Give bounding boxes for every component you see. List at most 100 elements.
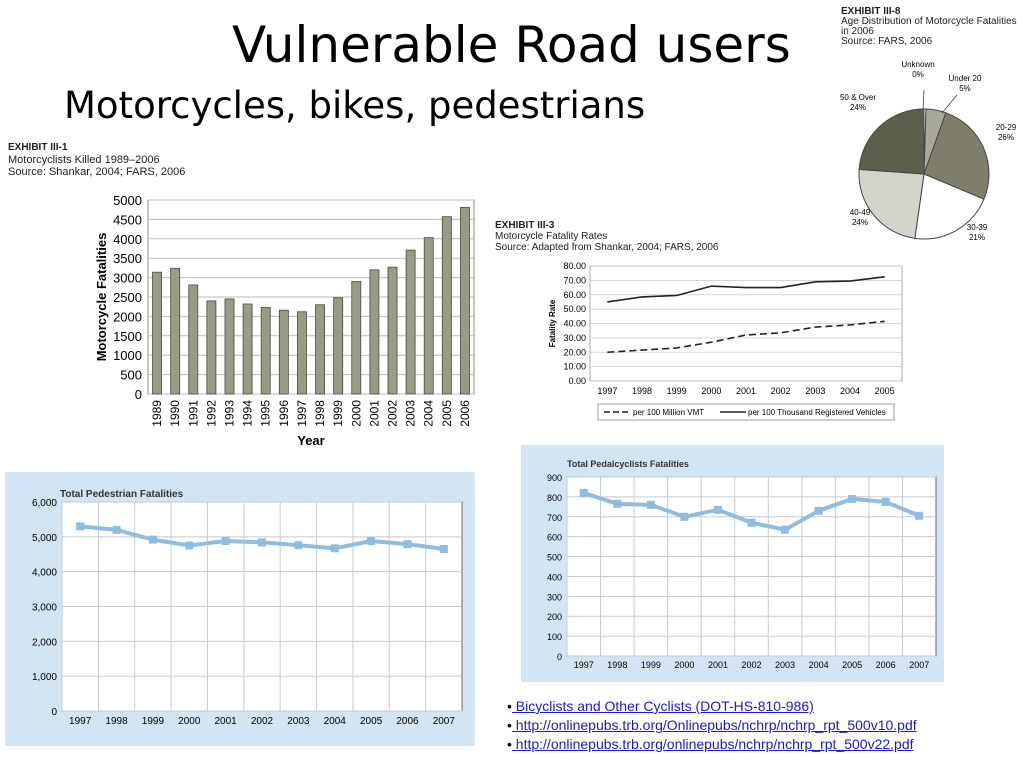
series-line [607, 320, 885, 354]
slice-label: 20-29 [996, 123, 1017, 132]
link-bicyclists-report[interactable]: Bicyclists and Other Cyclists (DOT-HS-81… [511, 698, 814, 714]
x-tick-label: 1992 [204, 400, 218, 427]
exhibit-line2: Source: Shankar, 2004; FARS, 2006 [8, 166, 186, 178]
x-tick-label: 2005 [842, 660, 862, 670]
x-tick-label: 2000 [349, 400, 363, 427]
link-item: • Bicyclists and Other Cyclists (DOT-HS-… [507, 697, 917, 716]
x-tick-label: 1999 [142, 716, 165, 727]
data-point [330, 544, 339, 553]
pedestrian-fatalities-chart: Total Pedestrian Fatalities 0 1,000 2,000 3,… [5, 472, 475, 746]
bar [460, 206, 470, 395]
chart-title: Total Pedestrian Fatalities [60, 489, 184, 500]
data-point [221, 537, 230, 546]
x-tick-label: 2007 [909, 660, 929, 670]
y-axis-label: Motorcycle Fatalities [94, 233, 109, 362]
x-tick-label: 1991 [186, 400, 200, 427]
data-point [915, 511, 924, 520]
x-tick-label: 1998 [607, 660, 627, 670]
series-line [607, 275, 885, 303]
slice-value: 26% [998, 133, 1014, 142]
x-tick-label: 1997 [69, 716, 92, 727]
y-tick-label: 700 [547, 513, 562, 523]
pie-slice [858, 168, 925, 239]
x-tick-label: 2005 [440, 400, 454, 427]
plot-area [566, 476, 937, 657]
x-tick-label: 2000 [674, 660, 694, 670]
bar [242, 303, 253, 395]
y-tick-label: 1500 [113, 329, 142, 344]
data-point [814, 506, 823, 515]
y-tick-label: 2500 [113, 290, 142, 305]
bar [315, 304, 325, 395]
exhibit-line1: Motorcyclists Killed 1989–2006 [8, 154, 160, 166]
data-point [439, 545, 448, 554]
data-point [781, 525, 790, 534]
legend-label: per 100 Million VMT [633, 408, 704, 417]
x-tick-label: 2000 [701, 386, 721, 396]
x-tick-label: 1989 [150, 400, 164, 427]
data-point [713, 505, 722, 514]
x-tick-label: 1999 [331, 400, 345, 427]
y-tick-label: 900 [547, 473, 562, 483]
x-tick-label: 2004 [840, 386, 860, 396]
y-tick-label: 800 [547, 493, 562, 503]
slice-label: 50 & Over [840, 93, 876, 102]
y-tick-label: 80.00 [563, 261, 586, 271]
slice-value: 5% [959, 84, 971, 93]
link-item: • http://onlinepubs.trb.org/onlinepubs/n… [507, 735, 917, 754]
data-point [403, 540, 412, 549]
bullet: • [507, 736, 512, 752]
slide-title: Vulnerable Road users [232, 16, 791, 74]
exhibit-line2: in 2006 [841, 26, 874, 37]
y-tick-label: 0 [135, 387, 142, 402]
y-tick-label: 500 [547, 553, 562, 563]
data-point [881, 497, 890, 506]
data-point [148, 535, 157, 544]
data-point [680, 512, 689, 521]
data-point [367, 537, 376, 546]
data-point [747, 518, 756, 527]
x-tick-label: 2004 [422, 400, 436, 427]
slice-label: Under 20 [949, 74, 982, 83]
y-tick-label: 70.00 [563, 275, 586, 285]
y-tick-label: 50.00 [563, 304, 586, 314]
x-tick-label: 1999 [667, 386, 687, 396]
exhibit-line1: Motorcycle Fatality Rates [495, 231, 608, 242]
link-nchrp-500v10[interactable]: http://onlinepubs.trb.org/Onlinepubs/nch… [511, 717, 917, 733]
x-tick-label: 2002 [251, 716, 274, 727]
bullet: • [507, 717, 512, 733]
x-tick-label: 1997 [597, 386, 617, 396]
x-tick-label: 1998 [105, 716, 128, 727]
slice-value: 21% [969, 233, 985, 242]
x-tick-label: 2006 [458, 400, 472, 427]
bar [206, 300, 217, 395]
bar [405, 249, 416, 395]
x-tick-label: 2000 [178, 716, 201, 727]
pedalcyclist-fatalities-chart: Total Pedalcyclists Fatalities 0 100 200 300… [521, 445, 944, 682]
bar [333, 297, 344, 395]
data-point [112, 525, 121, 534]
bar [369, 269, 380, 395]
slice-label: 40-49 [850, 208, 871, 217]
y-tick-label: 3500 [113, 251, 142, 266]
y-tick-label: 30.00 [563, 333, 586, 343]
exhibit-rates-caption: EXHIBIT III-3 Motorcycle Fatality Rates … [495, 220, 718, 253]
y-tick-label: 600 [547, 533, 562, 543]
x-tick-label: 2004 [324, 716, 347, 727]
bar [260, 307, 271, 395]
motorcyclists-killed-chart: 0 500 1000 1500 2000 2500 3000 3500 4000 4500 5000… [94, 193, 475, 448]
bullet: • [507, 698, 512, 714]
y-tick-label: 5,000 [32, 533, 57, 544]
exhibit-id: EXHIBIT III-1 [8, 142, 68, 153]
link-nchrp-500v22[interactable]: http://onlinepubs.trb.org/onlinepubs/nch… [511, 736, 914, 752]
x-tick-label: 1998 [632, 386, 652, 396]
leader-line [941, 94, 958, 114]
y-tick-label: 10.00 [563, 362, 586, 372]
y-tick-label: 500 [120, 368, 142, 383]
bar [441, 216, 452, 395]
x-tick-label: 2004 [809, 660, 829, 670]
reference-links: • Bicyclists and Other Cyclists (DOT-HS-… [507, 697, 917, 754]
y-tick-label: 400 [547, 572, 562, 582]
x-tick-label: 2002 [386, 400, 400, 427]
x-tick-label: 2003 [287, 716, 310, 727]
